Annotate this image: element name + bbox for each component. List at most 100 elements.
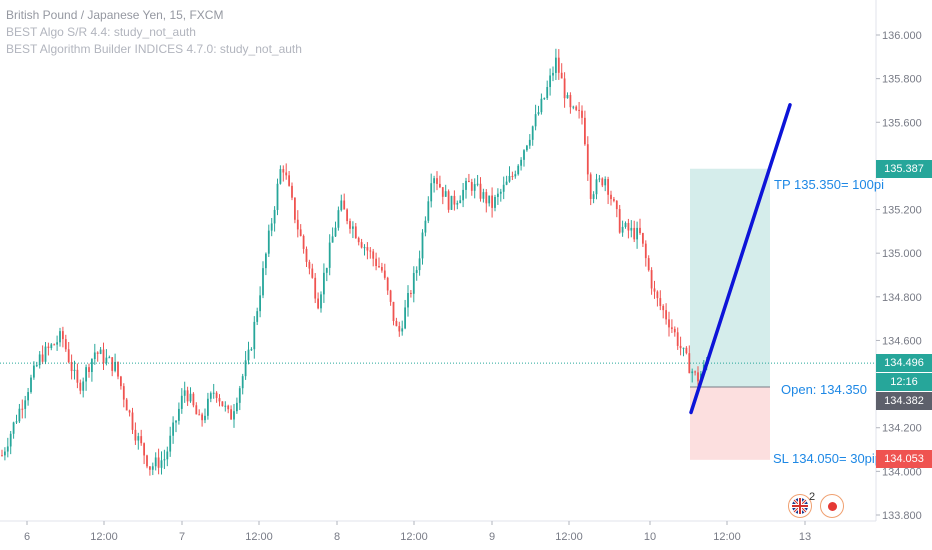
candle-body xyxy=(114,361,116,371)
candle-body xyxy=(346,209,348,222)
candle-body xyxy=(172,422,174,436)
candle-body xyxy=(531,126,534,140)
uk-flag-icon[interactable]: 2 xyxy=(788,491,816,518)
candle-body xyxy=(108,357,111,359)
candles xyxy=(1,48,708,476)
candle-body xyxy=(276,183,279,210)
candle-body xyxy=(262,268,264,296)
candle-body xyxy=(96,352,99,354)
candle-body xyxy=(357,238,360,243)
candle-body xyxy=(4,451,6,456)
candle-body xyxy=(372,251,375,259)
candle-body xyxy=(33,365,35,378)
candle-body xyxy=(694,371,696,373)
candle-body xyxy=(323,272,325,295)
x-tick-label: 12:00 xyxy=(400,531,428,543)
candle-body xyxy=(430,183,433,202)
y-tick-label: 134.800 xyxy=(882,292,922,304)
candle-body xyxy=(375,258,377,267)
flag-count: 2 xyxy=(809,491,816,503)
candle-body xyxy=(436,178,438,184)
candle-body xyxy=(291,185,293,198)
candle-body xyxy=(572,106,575,108)
candle-body xyxy=(6,446,9,452)
candle-body xyxy=(79,382,82,391)
candle-body xyxy=(363,247,366,249)
x-tick-label: 6 xyxy=(24,531,30,543)
candle-body xyxy=(67,349,70,363)
y-tick-label: 134.200 xyxy=(882,423,922,435)
candle-body xyxy=(526,145,528,151)
candle-body xyxy=(311,268,314,278)
candle-body xyxy=(514,174,517,177)
candle-body xyxy=(578,109,580,111)
candle-body xyxy=(35,365,38,367)
candle-body xyxy=(343,200,346,210)
overlay xyxy=(0,103,876,415)
y-tick-label: 135.800 xyxy=(882,74,922,86)
candle-body xyxy=(334,227,337,237)
candle-body xyxy=(479,183,482,199)
candle-body xyxy=(639,227,641,234)
candle-body xyxy=(621,226,624,233)
candle-body xyxy=(64,339,67,350)
candle-body xyxy=(546,87,549,99)
record-icon[interactable] xyxy=(820,494,844,518)
candle-body xyxy=(505,181,508,185)
candle-body xyxy=(204,415,206,421)
candle-body xyxy=(305,248,308,262)
candle-body xyxy=(462,189,464,201)
candle-body xyxy=(317,298,319,309)
candle-body xyxy=(682,347,685,349)
candle-body xyxy=(398,326,401,332)
candle-body xyxy=(676,332,679,346)
candle-body xyxy=(93,352,96,360)
candle-body xyxy=(563,78,566,99)
candle-body xyxy=(555,57,557,73)
current-price-badge: 134.496 xyxy=(876,354,932,372)
x-tick-label: 13 xyxy=(799,531,811,543)
candle-body xyxy=(238,388,241,403)
candle-body xyxy=(157,457,160,468)
candle-body xyxy=(30,377,32,393)
candle-body xyxy=(175,420,177,423)
indicator-2: BEST Algorithm Builder INDICES 4.7.0: st… xyxy=(6,42,302,56)
candle-body xyxy=(349,221,351,229)
candle-body xyxy=(314,277,317,299)
candle-body xyxy=(12,422,15,434)
candle-body xyxy=(401,328,404,332)
indicator-1: BEST Algo S/R 4.4: study_not_auth xyxy=(6,25,196,39)
candle-body xyxy=(82,381,85,391)
candle-body xyxy=(9,433,12,447)
candle-body xyxy=(557,57,560,73)
candle-body xyxy=(656,291,659,299)
candle-body xyxy=(601,178,604,186)
candle-body xyxy=(517,165,520,175)
x-tick-label: 10 xyxy=(644,531,656,543)
candle-body xyxy=(679,345,682,349)
candle-body xyxy=(427,201,430,221)
candle-body xyxy=(697,372,699,382)
x-tick-label: 7 xyxy=(179,531,185,543)
chart-legend: British Pound / Japanese Yen, 15, FXCM B… xyxy=(6,7,302,58)
candle-body xyxy=(218,398,221,402)
candle-body xyxy=(143,443,145,456)
candle-body xyxy=(21,408,24,410)
x-tick-label: 8 xyxy=(334,531,340,543)
candle-body xyxy=(207,398,209,416)
candle-body xyxy=(627,222,630,231)
candle-body xyxy=(230,409,232,420)
candle-body xyxy=(624,222,627,227)
x-tick-label: 12:00 xyxy=(713,531,741,543)
candle-body xyxy=(494,196,496,208)
candle-body xyxy=(488,195,491,204)
y-tick-label: 135.600 xyxy=(882,117,922,129)
sl-price-badge: 134.053 xyxy=(876,450,932,468)
candle-body xyxy=(485,192,488,204)
candle-body xyxy=(122,386,125,400)
y-tick-label: 134.000 xyxy=(882,466,922,478)
candle-body xyxy=(267,230,270,254)
candle-body xyxy=(537,112,540,115)
candle-body xyxy=(659,298,662,306)
